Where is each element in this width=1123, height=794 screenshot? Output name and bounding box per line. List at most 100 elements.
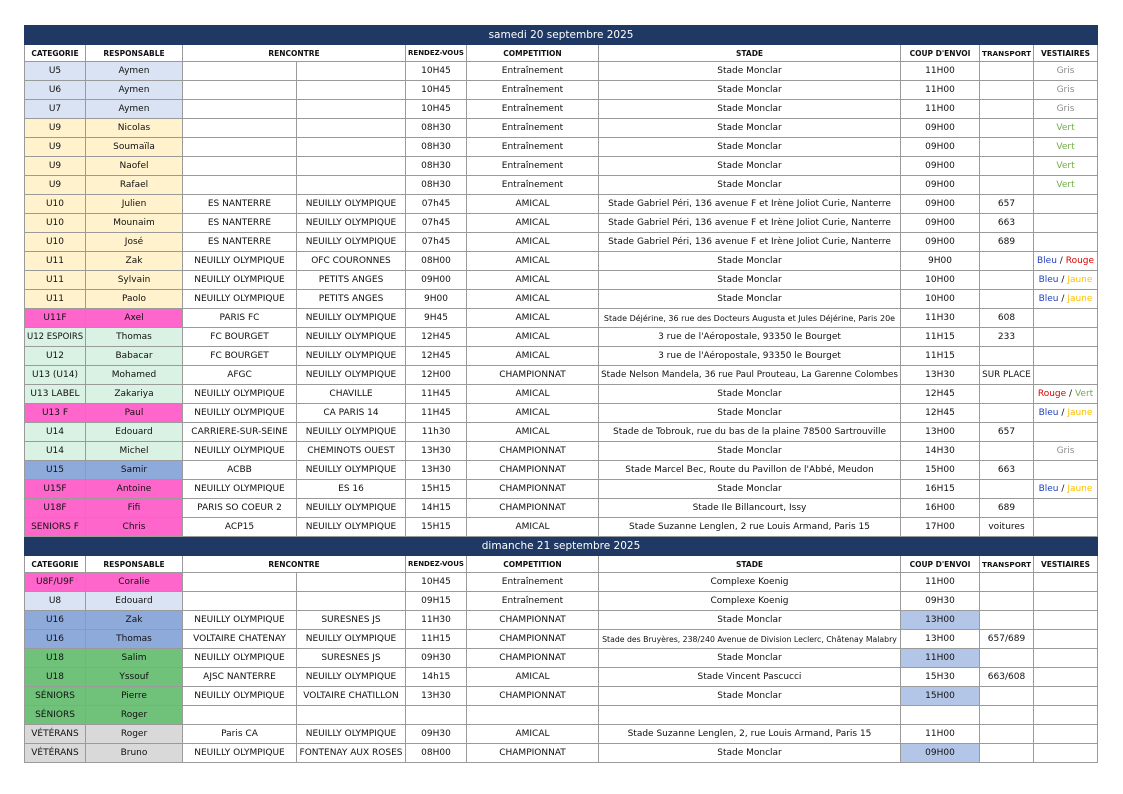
stadium: Stade de Tobrouk, rue du bas de la plain… xyxy=(598,422,901,442)
stadium: Complexe Koenig xyxy=(598,572,901,592)
meeting-time: 10H45 xyxy=(405,61,467,81)
responsible: Aymen xyxy=(85,99,183,119)
vestiaire-color: Vert xyxy=(1056,123,1075,133)
transport xyxy=(979,156,1034,176)
responsible: Soumaïla xyxy=(85,137,183,157)
category: U6 xyxy=(24,80,86,100)
category: U15F xyxy=(24,479,86,499)
category: SENIORS F xyxy=(24,517,86,537)
home-team xyxy=(182,99,297,119)
competition: Entraînement xyxy=(466,175,599,195)
stadium: Stade Ile Billancourt, Issy xyxy=(598,498,901,518)
vestiaires: Bleu / Jaune xyxy=(1032,289,1099,309)
competition: AMICAL xyxy=(466,327,599,347)
category: U8F/U9F xyxy=(24,572,86,592)
responsible: Paolo xyxy=(85,289,183,309)
home-team: FC BOURGET xyxy=(182,327,297,347)
vestiaire-color: / xyxy=(1061,294,1065,304)
vestiaires xyxy=(1032,591,1099,611)
column-header: RENCONTRE xyxy=(182,555,406,573)
responsible: Sylvain xyxy=(85,270,183,290)
away-team: NEUILLY OLYMPIQUE xyxy=(296,232,406,252)
transport xyxy=(979,270,1034,290)
transport xyxy=(979,99,1034,119)
competition: AMICAL xyxy=(466,289,599,309)
stadium: Stade Monclar xyxy=(598,156,901,176)
category: U10 xyxy=(24,213,86,233)
vestiaires xyxy=(1032,232,1099,252)
kickoff: 11H00 xyxy=(900,648,980,668)
transport xyxy=(979,591,1034,611)
meeting-time: 08H30 xyxy=(405,118,467,138)
stadium: Stade des Bruyères, 238/240 Avenue de Di… xyxy=(598,629,901,649)
competition: Entraînement xyxy=(466,137,599,157)
responsible: Zakariya xyxy=(85,384,183,404)
schedule-table: samedi 20 septembre 2025 CATEGORIE RESPONS… xyxy=(23,25,1099,763)
vestiaires xyxy=(1032,705,1099,725)
vestiaire-color: / xyxy=(1059,256,1063,266)
stadium: Stade Monclar xyxy=(598,479,901,499)
competition: AMICAL xyxy=(466,232,599,252)
kickoff: 11H00 xyxy=(900,61,980,81)
meeting-time: 09H15 xyxy=(405,591,467,611)
meeting-time: 15H15 xyxy=(405,517,467,537)
transport xyxy=(979,118,1034,138)
match-row: U8F/U9F Coralie 10H45 Entraînement Complexe … xyxy=(24,572,1099,592)
category: U15 xyxy=(24,460,86,480)
match-row: SÉNIORS Roger xyxy=(24,705,1099,725)
responsible: Bruno xyxy=(85,743,183,763)
vestiaires: Gris xyxy=(1032,80,1099,100)
column-header: TRANSPORT xyxy=(979,555,1034,573)
vestiaires xyxy=(1032,667,1099,687)
home-team: ES NANTERRE xyxy=(182,213,297,233)
vestiaire-color: Bleu xyxy=(1038,408,1059,418)
meeting-time: 11h30 xyxy=(405,422,467,442)
responsible: Edouard xyxy=(85,591,183,611)
away-team: VOLTAIRE CHATILLON xyxy=(296,686,406,706)
away-team: NEUILLY OLYMPIQUE xyxy=(296,667,406,687)
stadium: Stade Monclar xyxy=(598,251,901,271)
home-team: NEUILLY OLYMPIQUE xyxy=(182,384,297,404)
vestiaire-color: Jaune xyxy=(1067,484,1093,494)
vestiaire-color: Jaune xyxy=(1067,294,1093,304)
home-team xyxy=(182,572,297,592)
away-team: NEUILLY OLYMPIQUE xyxy=(296,194,406,214)
kickoff: 09H00 xyxy=(900,743,980,763)
stadium: Stade Monclar xyxy=(598,80,901,100)
match-row: U12 Babacar FC BOURGET NEUILLY OLYMPIQUE 12H… xyxy=(24,346,1099,366)
meeting-time: 13H30 xyxy=(405,460,467,480)
vestiaire-color: Vert xyxy=(1056,142,1075,152)
match-row: U15F Antoine NEUILLY OLYMPIQUE ES 16 15H15 CH… xyxy=(24,479,1099,499)
meeting-time: 10H45 xyxy=(405,80,467,100)
vestiaires xyxy=(1032,365,1099,385)
vestiaires: Gris xyxy=(1032,441,1099,461)
kickoff: 13H00 xyxy=(900,610,980,630)
vestiaires: Vert xyxy=(1032,175,1099,195)
meeting-time: 07h45 xyxy=(405,194,467,214)
vestiaires xyxy=(1032,517,1099,537)
transport xyxy=(979,686,1034,706)
away-team xyxy=(296,61,406,81)
away-team: PETITS ANGES xyxy=(296,270,406,290)
away-team: NEUILLY OLYMPIQUE xyxy=(296,517,406,537)
home-team: AJSC NANTERRE xyxy=(182,667,297,687)
meeting-time: 12H00 xyxy=(405,365,467,385)
competition: AMICAL xyxy=(466,308,599,328)
kickoff: 16H00 xyxy=(900,498,980,518)
meeting-time: 07h45 xyxy=(405,213,467,233)
transport: SUR PLACE xyxy=(979,365,1034,385)
vestiaires: Bleu / Jaune xyxy=(1032,479,1099,499)
match-row: VÉTÉRANS Roger Paris CA NEUILLY OLYMPIQUE 09… xyxy=(24,724,1099,744)
meeting-time: 14h15 xyxy=(405,667,467,687)
kickoff: 11H00 xyxy=(900,80,980,100)
competition: Entraînement xyxy=(466,118,599,138)
vestiaires: Rouge / Vert xyxy=(1032,384,1099,404)
competition: CHAMPIONNAT xyxy=(466,686,599,706)
column-header: RENCONTRE xyxy=(182,44,406,62)
competition: AMICAL xyxy=(466,384,599,404)
match-row: U18 Salim NEUILLY OLYMPIQUE SURESNES JS 09H3… xyxy=(24,648,1099,668)
match-row: U9 Nicolas 08H30 Entraînement Stade Monclar 0… xyxy=(24,118,1099,138)
column-header: VESTIAIRES xyxy=(1032,555,1099,573)
meeting-time: 08H00 xyxy=(405,251,467,271)
competition: AMICAL xyxy=(466,517,599,537)
